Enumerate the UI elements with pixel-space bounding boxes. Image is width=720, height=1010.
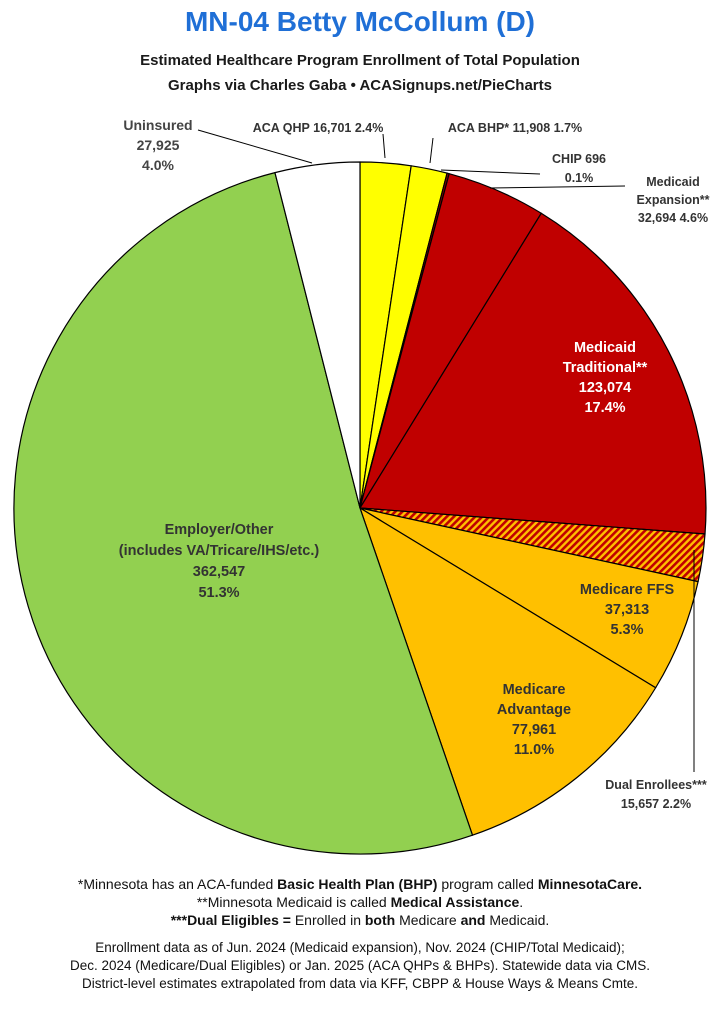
label-aca-bhp: ACA BHP* 11,908 1.7% [448, 121, 582, 135]
footnote-dual-eligibles: ***Dual Eligibles = Enrolled in both Med… [170, 912, 550, 928]
slice-employer [13, 172, 474, 855]
label-dual: Dual Enrollees*** 15,657 2.2% [605, 778, 707, 811]
footnote-medical-assistance: **Minnesota Medicaid is called Medical A… [196, 894, 524, 910]
chart-subtitle: Estimated Healthcare Program Enrollment … [140, 52, 580, 69]
leader-line-chip [440, 169, 541, 175]
source-line-3: District-level estimates extrapolated fr… [82, 976, 638, 991]
pie-slices [13, 161, 707, 855]
chart-credit: Graphs via Charles Gaba • ACASignups.net… [168, 77, 552, 94]
slice-labels: ACA QHP 16,701 2.4% ACA BHP* 11,908 1.7% C… [119, 117, 710, 811]
source-line-2: Dec. 2024 (Medicare/Dual Eligibles) or J… [70, 958, 650, 973]
label-employer: Employer/Other (includes VA/Tricare/IHS/e… [119, 522, 320, 601]
slice-medicaid-traditional [359, 212, 707, 535]
slice-medicare-advantage [359, 507, 657, 836]
leader-line-aca-qhp [382, 133, 386, 159]
leader-line-uninsured [197, 129, 313, 164]
label-medicare-ffs: Medicare FFS 37,313 5.3% [580, 582, 675, 638]
footnotes: *Minnesota has an ACA-funded Basic Healt… [0, 875, 720, 929]
label-chip: CHIP 696 0.1% [552, 152, 606, 185]
label-medicare-advantage: Medicare Advantage 77,961 11.0% [497, 682, 571, 758]
label-aca-qhp: ACA QHP 16,701 2.4% [253, 121, 384, 135]
leader-lines [197, 129, 695, 772]
leader-line-aca-bhp [429, 137, 434, 164]
footnote-bhp: *Minnesota has an ACA-funded Basic Healt… [77, 876, 643, 892]
source-line-1: Enrollment data as of Jun. 2024 (Medicai… [95, 940, 625, 955]
source-notes: Enrollment data as of Jun. 2024 (Medicai… [0, 939, 720, 993]
leader-line-medicaid-expansion [489, 185, 626, 189]
slice-uninsured [274, 161, 361, 509]
label-uninsured: Uninsured 27,925 4.0% [123, 117, 192, 173]
chart-title: MN-04 Betty McCollum (D) [184, 6, 535, 37]
label-medicaid-expansion: Medicaid Expansion** 32,694 4.6% [637, 175, 710, 225]
label-medicaid-traditional: Medicaid Traditional** 123,074 17.4% [563, 340, 648, 416]
